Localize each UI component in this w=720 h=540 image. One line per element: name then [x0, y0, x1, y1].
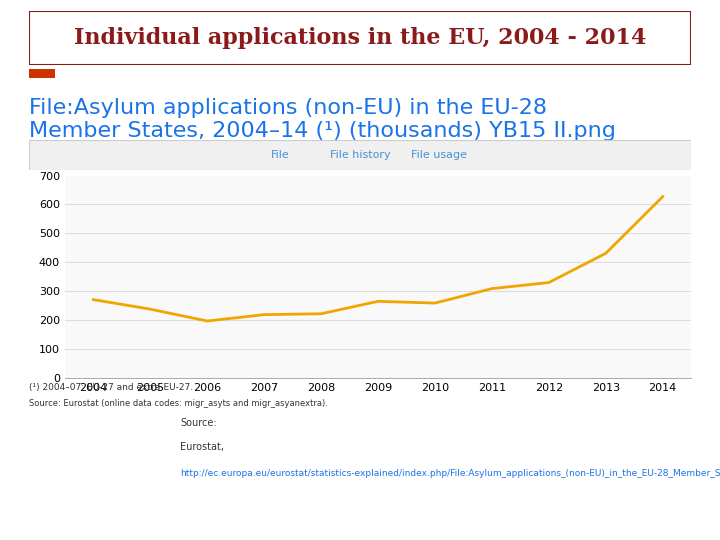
Text: File: File — [271, 150, 290, 160]
FancyBboxPatch shape — [29, 69, 55, 78]
Text: Eurostat,: Eurostat, — [180, 442, 224, 452]
Text: File history: File history — [330, 150, 390, 160]
Text: File usage: File usage — [412, 150, 467, 160]
Text: (¹) 2004–07: EU-27 and extra-EU-27.: (¹) 2004–07: EU-27 and extra-EU-27. — [29, 383, 193, 392]
FancyBboxPatch shape — [29, 11, 691, 65]
Text: http://ec.europa.eu/eurostat/statistics-explained/index.php/File:Asylum_applicat: http://ec.europa.eu/eurostat/statistics-… — [180, 469, 720, 478]
FancyBboxPatch shape — [29, 140, 691, 170]
Text: Individual applications in the EU, 2004 - 2014: Individual applications in the EU, 2004 … — [74, 27, 646, 49]
Text: Source: Eurostat (online data codes: migr_asyts and migr_asyanextra).: Source: Eurostat (online data codes: mig… — [29, 399, 328, 408]
Text: File:Asylum applications (non-EU) in the EU-28
Member States, 2004–14 (¹) (thous: File:Asylum applications (non-EU) in the… — [29, 98, 616, 141]
Text: Source:: Source: — [180, 418, 217, 428]
